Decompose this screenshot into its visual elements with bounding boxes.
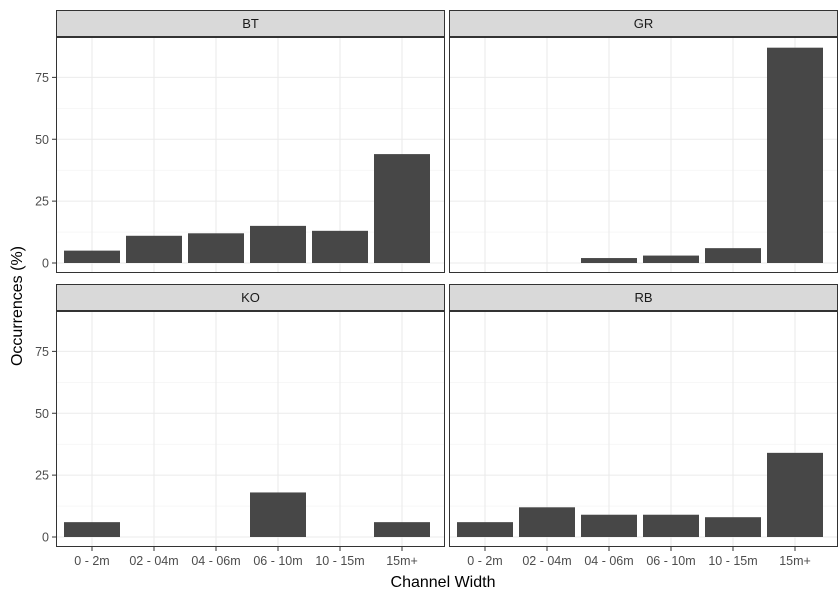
- bar-ko-4: [250, 492, 306, 537]
- x-axis-title: Channel Width: [391, 574, 496, 591]
- y-tick-label: 25: [35, 195, 49, 209]
- facet-label-rb: RB: [634, 290, 652, 305]
- x-tick-label: 0 - 2m: [467, 554, 502, 568]
- panel-border-bt: [56, 37, 445, 273]
- panel-border-gr: [449, 37, 838, 273]
- y-tick-label: 25: [35, 469, 49, 483]
- bar-rb-2: [519, 507, 575, 537]
- bar-bt-6: [374, 154, 430, 263]
- x-tick-label: 10 - 15m: [708, 554, 757, 568]
- bar-bt-2: [126, 235, 182, 263]
- facet-strip-rb: [449, 284, 838, 311]
- x-tick-label: 02 - 04m: [129, 554, 178, 568]
- panel-border-rb: [449, 311, 838, 547]
- bar-gr-6: [767, 47, 823, 263]
- x-tick-label: 0 - 2m: [74, 554, 109, 568]
- x-tick-label: 04 - 06m: [191, 554, 240, 568]
- x-tick-label: 10 - 15m: [315, 554, 364, 568]
- bar-ko-1: [64, 522, 120, 537]
- bar-bt-5: [312, 230, 368, 263]
- bar-bt-4: [250, 225, 306, 263]
- y-tick-label: 50: [35, 407, 49, 421]
- facet-label-bt: BT: [242, 16, 259, 31]
- facet-strip-ko: [56, 284, 445, 311]
- bar-rb-4: [643, 514, 699, 537]
- y-axis-title: Occurrences (%): [9, 246, 26, 366]
- bar-rb-5: [705, 517, 761, 537]
- x-tick-label: 15m+: [779, 554, 811, 568]
- y-tick-label: 0: [42, 257, 49, 271]
- bar-gr-4: [643, 255, 699, 263]
- bar-bt-3: [188, 233, 244, 263]
- y-tick-label: 75: [35, 345, 49, 359]
- bar-rb-3: [581, 514, 637, 537]
- bar-bt-1: [64, 250, 120, 263]
- y-tick-label: 0: [42, 531, 49, 545]
- x-tick-label: 02 - 04m: [522, 554, 571, 568]
- y-tick-label: 50: [35, 133, 49, 147]
- bar-gr-3: [581, 258, 637, 263]
- panel-border-ko: [56, 311, 445, 547]
- y-tick-label: 75: [35, 71, 49, 85]
- facet-label-gr: GR: [634, 16, 654, 31]
- x-tick-label: 04 - 06m: [584, 554, 633, 568]
- bar-rb-1: [457, 522, 513, 537]
- x-tick-label: 06 - 10m: [646, 554, 695, 568]
- bar-gr-5: [705, 248, 761, 263]
- facet-strip-bt: [56, 10, 445, 37]
- bar-ko-6: [374, 522, 430, 537]
- facet-strip-gr: [449, 10, 838, 37]
- x-tick-label: 15m+: [386, 554, 418, 568]
- bar-rb-6: [767, 452, 823, 537]
- x-tick-label: 06 - 10m: [253, 554, 302, 568]
- facet-label-ko: KO: [241, 290, 260, 305]
